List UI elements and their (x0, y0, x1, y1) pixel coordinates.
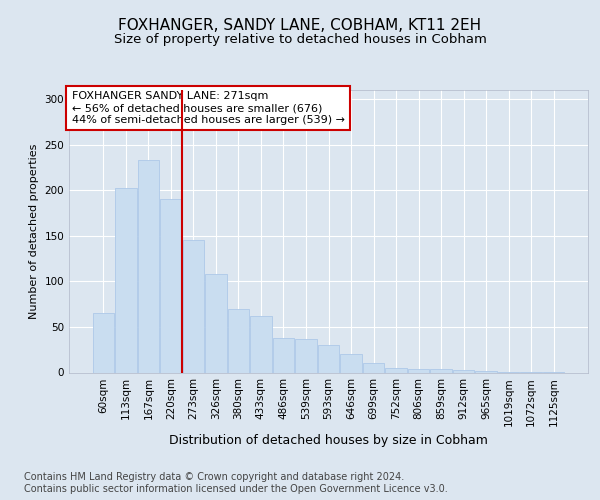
Bar (430, 369, 452, 372)
Bar (475, 370, 497, 372)
Bar (250, 316, 272, 372)
X-axis label: Distribution of detached houses by size in Cobham: Distribution of detached houses by size … (169, 434, 488, 448)
Text: Size of property relative to detached houses in Cobham: Size of property relative to detached ho… (113, 32, 487, 46)
Bar (115, 188, 137, 372)
Bar (408, 369, 429, 372)
Bar (205, 274, 227, 372)
Bar (137, 160, 159, 372)
Text: FOXHANGER, SANDY LANE, COBHAM, KT11 2EH: FOXHANGER, SANDY LANE, COBHAM, KT11 2EH (118, 18, 482, 32)
Bar (340, 354, 362, 372)
Bar (363, 364, 384, 372)
Bar (182, 240, 204, 372)
Bar (385, 368, 407, 372)
Y-axis label: Number of detached properties: Number of detached properties (29, 144, 39, 319)
Bar (273, 338, 294, 372)
Text: Contains HM Land Registry data © Crown copyright and database right 2024.
Contai: Contains HM Land Registry data © Crown c… (24, 472, 448, 494)
Bar (453, 370, 475, 372)
Bar (295, 339, 317, 372)
Bar (318, 345, 339, 372)
Text: FOXHANGER SANDY LANE: 271sqm
← 56% of detached houses are smaller (676)
44% of s: FOXHANGER SANDY LANE: 271sqm ← 56% of de… (71, 92, 344, 124)
Bar (228, 308, 249, 372)
Bar (160, 200, 182, 372)
Bar (92, 314, 114, 372)
